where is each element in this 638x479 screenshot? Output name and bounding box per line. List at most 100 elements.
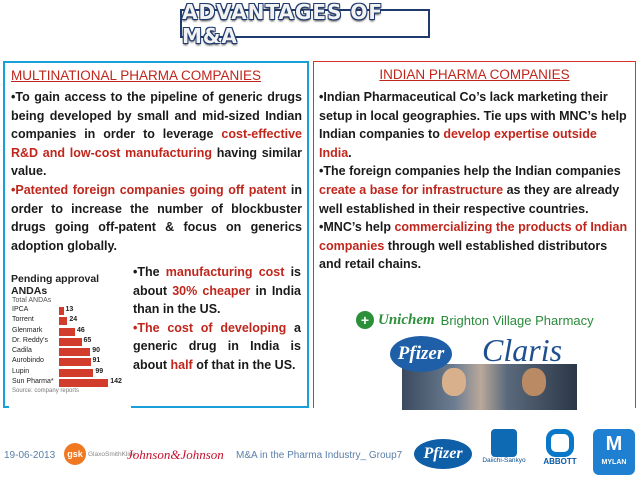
body-text: in order to increase the number of block… (11, 182, 302, 253)
multinational-point-4: •The cost of developing a generic drug i… (133, 319, 301, 375)
executives-photo (402, 364, 577, 410)
chart-value-label: 24 (69, 316, 78, 324)
chart-bar (59, 379, 109, 388)
chart-row: Torrent 24 (9, 316, 131, 326)
chart-row: Lupin 99 (9, 368, 131, 378)
abbott-mark-icon (546, 429, 574, 457)
chart-value-label: 65 (83, 336, 92, 344)
chart-category-label: Cadila (12, 347, 32, 355)
daiichi-logo: Daiichi-Sankyo (480, 429, 528, 477)
indian-point-2: •The foreign companies help the Indian c… (319, 162, 631, 218)
chart-row: IPCA 13 (9, 306, 131, 316)
body-text: is about (133, 265, 301, 298)
person-face-left (442, 368, 466, 396)
brighton-name: Brighton Village Pharmacy (440, 312, 594, 328)
body-text: having similar value. (11, 145, 303, 179)
chart-value-label: 90 (92, 347, 100, 355)
highlight-text: •Patented foreign companies going off pa… (11, 182, 287, 197)
mylan-mark: M (605, 433, 623, 455)
highlight-text: manufacturing cost (165, 265, 285, 279)
chart-value-label: 142 (110, 378, 122, 386)
chart-bar (59, 368, 94, 377)
gsk-name: GlaxoSmithKline (88, 450, 137, 458)
highlight-text: commercializing the products of Indian c… (319, 220, 628, 253)
chart-category-label: Aurobindo (12, 357, 44, 365)
chart-value-label: 46 (76, 326, 85, 334)
footer-caption: M&A in the Pharma Industry_ Group7 (236, 450, 403, 461)
body-text: a generic drug in India is about (133, 320, 301, 372)
multinational-heading: MULTINATIONAL PHARMA COMPANIES (11, 68, 262, 83)
slide-title-box: ADVANTAGES OF M&A (180, 0, 430, 48)
mylan-logo: M MYLAN (593, 429, 635, 475)
unichem-plus-icon: + (356, 311, 374, 329)
daiichi-name: Daiichi-Sankyo (482, 457, 526, 464)
abbott-name: ABBOTT (543, 457, 577, 466)
body-text: •The (133, 265, 166, 279)
multinational-panel: MULTINATIONAL PHARMA COMPANIES •To gain … (3, 61, 309, 408)
body-text: of that in the US. (192, 357, 296, 372)
chart-value-label: 13 (65, 306, 74, 313)
chart-row: Glenmark 46 (9, 327, 131, 337)
body-text: as they are already well established in … (319, 182, 620, 216)
body-text: •Indian Pharmaceutical Co’s lack marketi… (319, 90, 627, 142)
footer-date: 19-06-2013 (4, 450, 56, 461)
indian-point-3: •MNC’s help commercializing the products… (319, 218, 631, 274)
chart-category-label: Torrent (12, 316, 34, 324)
partner-logos: + Unichem Brighton Village Pharmacy Pfiz… (344, 306, 614, 410)
anda-chart: Pending approval ANDAs Total ANDAs IPCA 1… (9, 271, 131, 408)
chart-row: Cadila 90 (9, 347, 131, 357)
chart-source: Source: company reports (12, 388, 80, 395)
unichem-name: Unichem (378, 311, 435, 328)
unichem-logo: + Unichem Brighton Village Pharmacy (356, 310, 606, 330)
chart-row: Aurobindo 91 (9, 357, 131, 367)
body-text: •The foreign companies help the Indian c… (319, 164, 621, 179)
chart-value-label: 99 (95, 367, 104, 375)
chart-bar (59, 348, 91, 357)
chart-category-label: Lupin (12, 367, 30, 375)
person-face-right (522, 368, 546, 396)
chart-category-label: Glenmark (12, 326, 43, 334)
chart-category-label: IPCA (12, 306, 29, 313)
pfizer-logo: Pfizer (390, 336, 452, 372)
chart-title: Pending approval ANDAs (11, 273, 100, 297)
body-text: in India than in the US. (133, 283, 301, 317)
multinational-point-1: •To gain access to the pipeline of gener… (11, 88, 302, 181)
highlight-text: develop expertise outside India (319, 127, 597, 160)
highlight-text: create a base for infrastructure (319, 182, 504, 197)
highlight-text: half (170, 357, 193, 372)
highlight-text: cost-effective R&D and low-cost manufact… (11, 127, 302, 160)
abbott-logo: ABBOTT (532, 429, 588, 477)
daiichi-mark-icon (491, 429, 517, 457)
body-text: . (348, 145, 352, 160)
indian-panel: INDIAN PHARMA COMPANIES •Indian Pharmace… (313, 61, 636, 410)
chart-bar (59, 337, 82, 346)
multinational-body: •To gain access to the pipeline of gener… (11, 88, 302, 255)
chart-bar (59, 358, 91, 367)
chart-rows: IPCA 13 Torrent 24 Glenmark 46 Dr. Reddy's 65 Ca… (9, 306, 131, 388)
chart-row: Dr. Reddy's 65 (9, 337, 131, 347)
multinational-point-2: •Patented foreign companies going off pa… (11, 181, 302, 255)
mylan-name: MYLAN (601, 459, 627, 466)
chart-row: Sun Pharma* 142 (9, 378, 131, 388)
claris-logo: Claris (482, 332, 563, 368)
indian-body: •Indian Pharmaceutical Co’s lack marketi… (319, 88, 631, 274)
highlight-text: •The cost of developing (133, 320, 287, 335)
footer-pfizer-logo: Pfizer (414, 439, 472, 469)
body-text: through well established distributors an… (319, 238, 608, 272)
jnj-logo: Johnson&Johnson (127, 447, 224, 462)
multinational-cost-points: •The manufacturing cost is about 30% che… (133, 263, 301, 375)
multinational-point-3: •The manufacturing cost is about 30% che… (133, 263, 301, 319)
slide-title: ADVANTAGES OF M&A (182, 0, 384, 48)
body-text: •MNC’s help (319, 220, 395, 235)
chart-bar (59, 327, 75, 336)
indian-heading: INDIAN PHARMA COMPANIES (379, 67, 570, 82)
indian-point-1: •Indian Pharmaceutical Co’s lack marketi… (319, 88, 631, 162)
chart-bar (59, 307, 64, 315)
gsk-logo: gsk GlaxoSmithKline (64, 443, 136, 465)
chart-subtitle: Total ANDAs (12, 297, 52, 304)
gsk-mark: gsk (64, 443, 86, 465)
body-text: •To gain access to the pipeline of gener… (11, 90, 302, 142)
highlight-text: 30% cheaper (172, 283, 251, 298)
chart-bar (59, 317, 68, 326)
chart-category-label: Sun Pharma* (12, 378, 54, 386)
